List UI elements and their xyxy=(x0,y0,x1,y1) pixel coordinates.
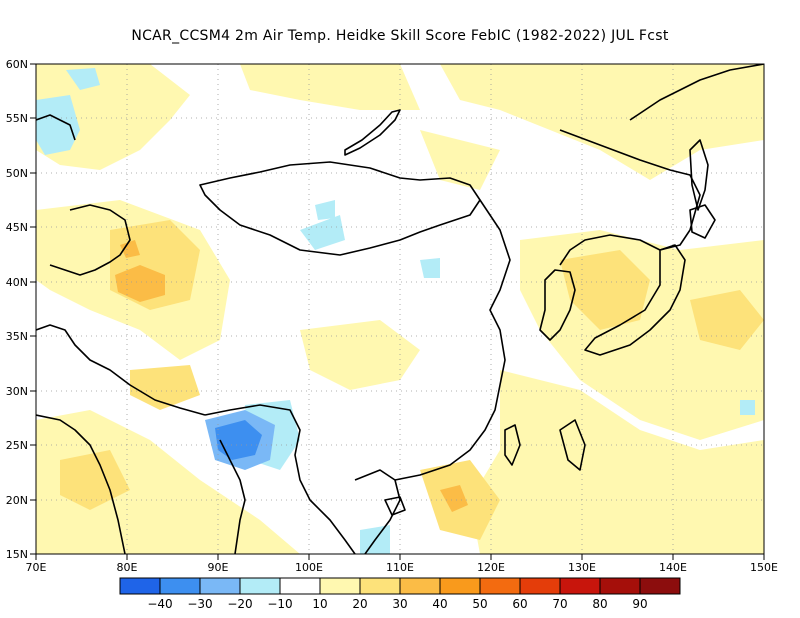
color-legend xyxy=(119,577,681,595)
axis-ticks xyxy=(30,63,765,560)
legend-swatch xyxy=(119,577,161,595)
lat-label: 50N xyxy=(6,167,28,180)
lat-label: 40N xyxy=(6,276,28,289)
lat-label: 55N xyxy=(6,112,28,125)
lat-label: 20N xyxy=(6,494,28,507)
legend-swatch xyxy=(559,577,601,595)
legend-swatch xyxy=(479,577,521,595)
lon-label: 130E xyxy=(568,561,596,574)
legend-swatch xyxy=(599,577,641,595)
legend-labels: −40 −30 −20 −10 10 20 30 40 50 60 70 80 90 xyxy=(147,597,647,611)
legend-label: −20 xyxy=(227,597,252,611)
legend-label: −10 xyxy=(267,597,292,611)
lat-label: 45N xyxy=(6,221,28,234)
lat-labels: 60N 55N 50N 45N 40N 35N 30N 25N 20N 15N xyxy=(6,58,28,561)
lon-labels: 70E 80E 90E 100E 110E 120E 130E 140E 150… xyxy=(26,561,778,574)
legend-label: 80 xyxy=(592,597,607,611)
legend-swatch xyxy=(519,577,561,595)
legend-label: −30 xyxy=(187,597,212,611)
legend-swatch xyxy=(439,577,481,595)
lon-label: 150E xyxy=(750,561,778,574)
legend-label: 60 xyxy=(512,597,527,611)
legend-swatch xyxy=(239,577,281,595)
legend-swatch xyxy=(279,577,321,595)
coastlines-borders xyxy=(36,64,764,554)
legend-label: 30 xyxy=(392,597,407,611)
lat-label: 35N xyxy=(6,330,28,343)
lat-label: 30N xyxy=(6,385,28,398)
lon-label: 140E xyxy=(659,561,687,574)
lat-label: 60N xyxy=(6,58,28,71)
legend-swatch xyxy=(359,577,401,595)
legend-label: 90 xyxy=(632,597,647,611)
legend-label: 10 xyxy=(312,597,327,611)
lon-label: 70E xyxy=(26,561,47,574)
legend-swatch xyxy=(199,577,241,595)
lon-label: 80E xyxy=(117,561,138,574)
legend-swatch xyxy=(159,577,201,595)
legend-label: 70 xyxy=(552,597,567,611)
legend-swatch xyxy=(319,577,361,595)
lat-label: 25N xyxy=(6,439,28,452)
legend-label: 40 xyxy=(432,597,447,611)
legend-label: 20 xyxy=(352,597,367,611)
legend-swatch xyxy=(639,577,681,595)
lon-label: 110E xyxy=(386,561,414,574)
lon-label: 90E xyxy=(208,561,229,574)
legend-label: −40 xyxy=(147,597,172,611)
lon-label: 100E xyxy=(295,561,323,574)
legend-label: 50 xyxy=(472,597,487,611)
lon-label: 120E xyxy=(477,561,505,574)
map-title: NCAR_CCSM4 2m Air Temp. Heidke Skill Sco… xyxy=(131,28,669,44)
legend-swatch xyxy=(399,577,441,595)
lat-label: 15N xyxy=(6,548,28,561)
